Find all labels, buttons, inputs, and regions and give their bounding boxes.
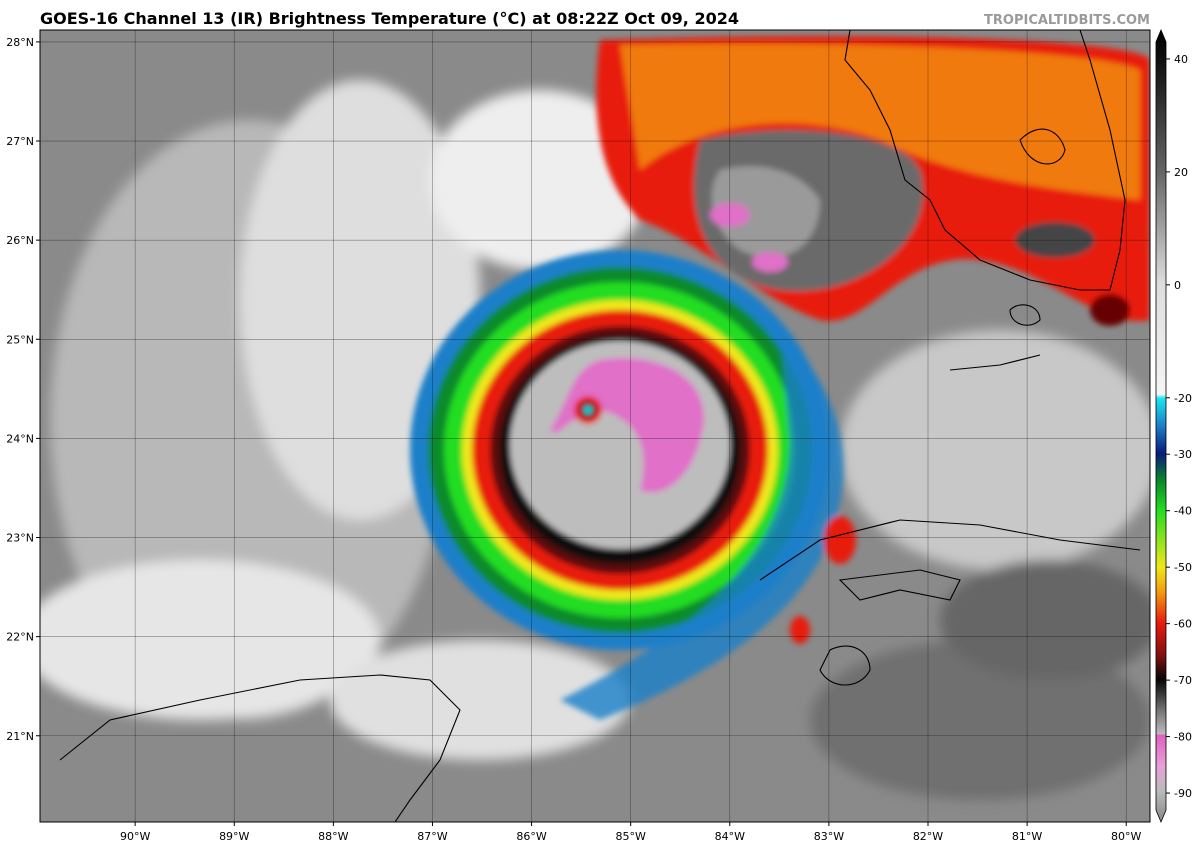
map-frame xyxy=(39,29,1151,823)
lat-tick-label: 24°N xyxy=(6,432,34,445)
lat-tick-label: 26°N xyxy=(6,234,34,247)
lon-tick-label: 83°W xyxy=(814,830,844,843)
colorbar-tick-label: -20 xyxy=(1174,392,1192,405)
colorbar-tick-label: -60 xyxy=(1174,618,1192,631)
colorbar-tick-label: -70 xyxy=(1174,674,1192,687)
lat-tick-label: 25°N xyxy=(6,333,34,346)
lon-tick-label: 85°W xyxy=(615,830,645,843)
colorbar-tick-label: -40 xyxy=(1174,505,1192,518)
lon-tick-label: 87°W xyxy=(417,830,447,843)
colorbar-tick-label: 0 xyxy=(1174,279,1181,292)
colorbar-tick-label: -50 xyxy=(1174,561,1192,574)
lon-tick-label: 89°W xyxy=(219,830,249,843)
credit: TROPICALTIDBITS.COM xyxy=(984,13,1150,28)
colorbar xyxy=(1155,28,1167,824)
lat-tick-label: 22°N xyxy=(6,631,34,644)
lon-tick-label: 90°W xyxy=(120,830,150,843)
colorbar-tick-label: -30 xyxy=(1174,448,1192,461)
lon-tick-label: 86°W xyxy=(516,830,546,843)
colorbar-tick-label: 20 xyxy=(1174,166,1188,179)
title: GOES-16 Channel 13 (IR) Brightness Tempe… xyxy=(40,9,739,28)
lat-tick-label: 28°N xyxy=(6,36,34,49)
lon-tick-label: 88°W xyxy=(318,830,348,843)
lat-tick-label: 21°N xyxy=(6,730,34,743)
colorbar-tick-label: 40 xyxy=(1174,53,1188,66)
colorbar-tick-label: -90 xyxy=(1174,787,1192,800)
lon-tick-label: 80°W xyxy=(1111,830,1141,843)
colorbar-tick-label: -80 xyxy=(1174,731,1192,744)
lon-tick-label: 82°W xyxy=(913,830,943,843)
lon-tick-label: 81°W xyxy=(1012,830,1042,843)
lon-tick-label: 84°W xyxy=(715,830,745,843)
lat-tick-label: 27°N xyxy=(6,135,34,148)
lat-tick-label: 23°N xyxy=(6,532,34,545)
satellite-image xyxy=(40,30,1150,822)
